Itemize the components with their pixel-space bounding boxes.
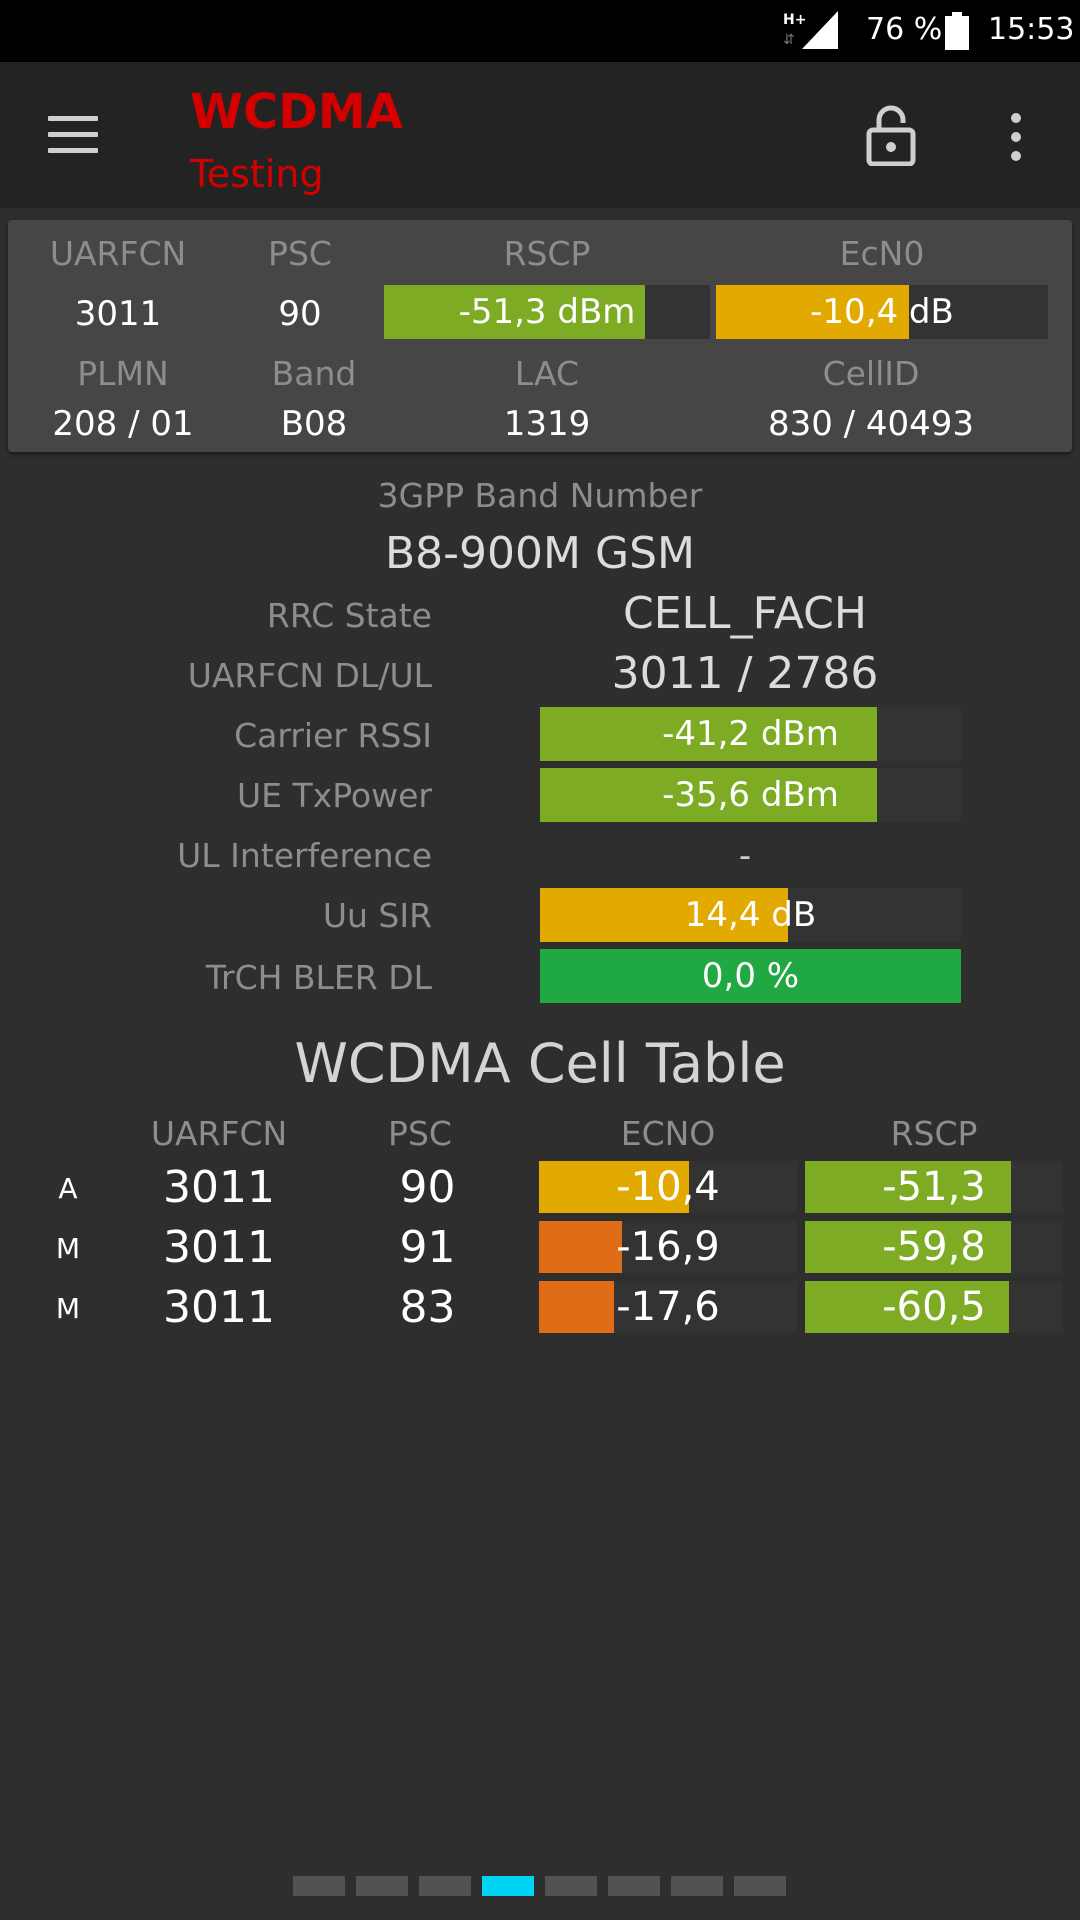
lac-label: LAC xyxy=(514,354,580,393)
page-dot-7[interactable] xyxy=(734,1876,786,1896)
ecn0-label: EcN0 xyxy=(839,234,925,273)
clock: 15:53 xyxy=(988,12,1075,47)
carrier-rssi-label: Carrier RSSI xyxy=(234,716,432,755)
network-type-indicator: H+ ⇵ xyxy=(783,12,806,48)
cellid-label: CellID xyxy=(822,354,920,393)
trch-bler-bar-fill xyxy=(540,949,961,1003)
row-2-rscp-bar-fill xyxy=(805,1281,1009,1333)
uu-sir-label: Uu SIR xyxy=(322,896,432,935)
carrier-rssi-bar-fill xyxy=(540,707,877,761)
status-bar xyxy=(0,0,1080,62)
row-1-ecno-bar-fill xyxy=(539,1221,622,1273)
uu-sir-bar-text: 14,4 dB xyxy=(684,895,817,935)
rrc-state-value: CELL_FACH xyxy=(623,588,867,639)
row-2-ecno-text: -17,6 xyxy=(616,1284,720,1330)
row-0-rscp-bar-fill xyxy=(805,1161,1012,1213)
row-2-uarfcn: 3011 xyxy=(163,1282,275,1333)
row-0-uarfcn: 3011 xyxy=(163,1162,275,1213)
cell-table-title: WCDMA Cell Table xyxy=(294,1032,786,1095)
rscp-bar-fill xyxy=(384,285,645,339)
row-1-rscp-bar-fill xyxy=(805,1221,1012,1273)
row-1-rscp-text: -59,8 xyxy=(882,1224,986,1270)
uu-sir-bar-fill xyxy=(540,888,789,942)
carrier-rssi-bar-text: -41,2 dBm xyxy=(662,714,839,754)
uarfcn-dlul-label: UARFCN DL/UL xyxy=(187,656,432,695)
page-indicator xyxy=(293,1876,786,1896)
row-0-ecno-bar: -10,4 xyxy=(539,1161,797,1213)
app-bar xyxy=(0,62,1080,208)
row-1-ecno-text: -16,9 xyxy=(616,1224,720,1270)
row-2-mode: M xyxy=(55,1292,81,1325)
app-title: WCDMA xyxy=(190,84,403,140)
carrier-rssi-bar: -41,2 dBm xyxy=(540,707,961,761)
ue-txpower-bar-text: -35,6 dBm xyxy=(662,775,839,815)
ue-txpower-label: UE TxPower xyxy=(237,776,432,815)
trch-bler-label: TrCH BLER DL xyxy=(205,958,432,997)
col-header-psc: PSC xyxy=(388,1114,452,1153)
page-dot-5[interactable] xyxy=(608,1876,660,1896)
ul-interference-value: - xyxy=(738,836,752,876)
row-2-ecno-bar: -17,6 xyxy=(539,1281,797,1333)
row-1-psc: 91 xyxy=(399,1222,456,1273)
row-1-ecno-bar: -16,9 xyxy=(539,1221,797,1273)
row-0-psc: 90 xyxy=(399,1162,456,1213)
ul-interference-label: UL Interference xyxy=(177,836,432,875)
row-0-mode: A xyxy=(58,1172,78,1205)
ue-txpower-bar: -35,6 dBm xyxy=(540,768,961,822)
row-0-ecno-text: -10,4 xyxy=(616,1164,720,1210)
psc-label: PSC xyxy=(268,234,332,273)
row-2-psc: 83 xyxy=(399,1282,456,1333)
trch-bler-bar-text: 0,0 % xyxy=(701,956,800,996)
band-number-label: 3GPP Band Number xyxy=(377,476,703,515)
battery-percent: 76 % xyxy=(866,12,943,47)
cellid-value: 830 / 40493 xyxy=(767,404,975,444)
ue-txpower-bar-fill xyxy=(540,768,877,822)
uarfcn-value: 3011 xyxy=(74,294,162,334)
rrc-state-label: RRC State xyxy=(266,596,432,635)
ecn0-bar: -10,4 dB xyxy=(716,285,1048,339)
rscp-label: RSCP xyxy=(503,234,591,273)
ecn0-bar-fill xyxy=(716,285,909,339)
row-2-rscp-text: -60,5 xyxy=(882,1284,986,1330)
plmn-value: 208 / 01 xyxy=(52,404,194,444)
uarfcn-label: UARFCN xyxy=(49,234,187,273)
more-vert-icon[interactable] xyxy=(1006,112,1026,162)
row-2-rscp-bar: -60,5 xyxy=(805,1281,1063,1333)
page-dot-3[interactable] xyxy=(482,1876,534,1896)
app-subtitle: Testing xyxy=(190,152,324,196)
band-number-value: B8-900M GSM xyxy=(385,528,695,579)
menu-icon[interactable] xyxy=(48,116,98,156)
psc-value: 90 xyxy=(278,294,322,334)
battery-icon xyxy=(945,12,969,50)
page-dot-2[interactable] xyxy=(419,1876,471,1896)
page-dot-6[interactable] xyxy=(671,1876,723,1896)
ecn0-bar-text: -10,4 dB xyxy=(810,292,954,332)
row-1-uarfcn: 3011 xyxy=(163,1222,275,1273)
page-dot-1[interactable] xyxy=(356,1876,408,1896)
uu-sir-bar: 14,4 dB xyxy=(540,888,961,942)
signal-icon xyxy=(802,11,838,49)
row-0-ecno-bar-fill xyxy=(539,1161,689,1213)
rscp-bar-text: -51,3 dBm xyxy=(458,292,636,332)
trch-bler-bar: 0,0 % xyxy=(540,949,961,1003)
plmn-label: PLMN xyxy=(77,354,169,393)
row-1-mode: M xyxy=(55,1232,81,1265)
uarfcn-dlul-value: 3011 / 2786 xyxy=(611,648,879,699)
row-2-ecno-bar-fill xyxy=(539,1281,614,1333)
col-header-ecno: ECNO xyxy=(620,1114,716,1153)
lac-value: 1319 xyxy=(503,404,591,444)
lock-icon[interactable] xyxy=(866,104,916,166)
row-0-rscp-text: -51,3 xyxy=(882,1164,986,1210)
rscp-bar: -51,3 dBm xyxy=(384,285,710,339)
row-1-rscp-bar: -59,8 xyxy=(805,1221,1063,1273)
page-dot-4[interactable] xyxy=(545,1876,597,1896)
row-0-rscp-bar: -51,3 xyxy=(805,1161,1063,1213)
page-dot-0[interactable] xyxy=(293,1876,345,1896)
col-header-rscp: RSCP xyxy=(890,1114,978,1153)
band-value: B08 xyxy=(280,404,348,444)
col-header-uarfcn: UARFCN xyxy=(150,1114,288,1153)
band-label: Band xyxy=(271,354,357,393)
